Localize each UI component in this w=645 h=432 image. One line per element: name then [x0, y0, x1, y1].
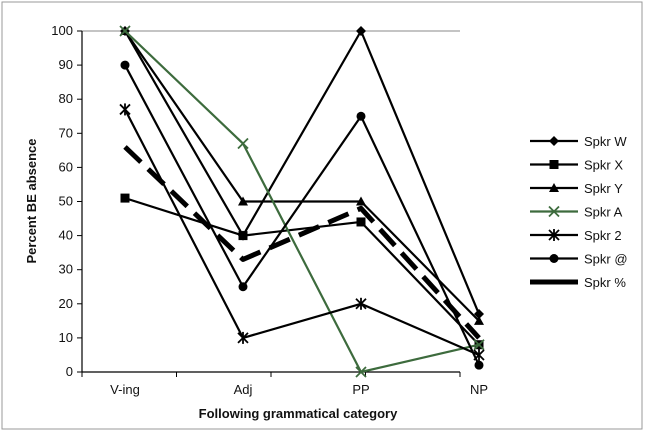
x-tick-label: NP — [470, 382, 488, 397]
series-layer — [119, 25, 485, 378]
data-point — [356, 196, 366, 206]
y-tick-label: 60 — [59, 159, 73, 174]
data-point — [474, 309, 484, 320]
data-point — [356, 217, 366, 227]
legend-label: Spkr 2 — [584, 228, 622, 243]
data-point — [120, 193, 130, 203]
data-point — [119, 25, 131, 37]
y-tick-label: 70 — [59, 125, 73, 140]
legend-marker — [549, 136, 559, 146]
y-tick-label: 80 — [59, 91, 73, 106]
legend-label: Spkr X — [584, 158, 623, 173]
legend-item: Spkr 2 — [530, 228, 622, 243]
x-tick-label: V-ing — [110, 382, 140, 397]
data-point — [474, 360, 484, 370]
data-point — [356, 111, 366, 121]
series-4 — [119, 25, 485, 378]
series-line — [124, 197, 480, 346]
y-tick-label: 30 — [59, 262, 73, 277]
y-tick-label: 40 — [59, 228, 73, 243]
legend-item: Spkr W — [530, 134, 627, 149]
y-tick-label: 10 — [59, 330, 73, 345]
series-7 — [123, 145, 481, 340]
series-line — [124, 29, 481, 315]
legend-marker — [548, 205, 560, 218]
series-line — [124, 64, 480, 366]
x-tick-label: PP — [352, 382, 369, 397]
data-point — [473, 339, 485, 351]
data-point — [238, 282, 248, 292]
data-point — [237, 137, 249, 150]
y-tick-label: 100 — [51, 23, 73, 38]
legend-marker — [549, 183, 559, 192]
data-point — [238, 196, 248, 206]
y-tick-label: 90 — [59, 57, 73, 72]
legend-item: Spkr X — [530, 158, 623, 173]
legend-label: Spkr A — [584, 205, 623, 220]
data-point — [356, 26, 366, 36]
y-tick-label: 0 — [66, 364, 73, 379]
data-point — [238, 231, 248, 241]
legend-marker — [549, 160, 559, 169]
legend-label: Spkr @ — [584, 252, 628, 267]
legend-label: Spkr Y — [584, 181, 623, 196]
data-point — [474, 315, 484, 325]
y-axis-label: Percent BE absence — [24, 138, 39, 263]
series-line — [124, 30, 480, 374]
legend-marker — [548, 229, 560, 241]
data-point — [355, 366, 367, 378]
legend-item: Spkr % — [530, 275, 626, 290]
legend: Spkr W Spkr X Spkr Y Spkr A Spkr 2 Spkr @ Spkr… — [530, 134, 628, 290]
legend-marker — [549, 254, 559, 263]
series-5 — [119, 103, 485, 361]
data-point — [120, 60, 130, 70]
legend-item: Spkr Y — [530, 181, 623, 196]
series-6 — [120, 60, 484, 370]
data-point — [237, 331, 249, 344]
legend-item: Spkr @ — [530, 252, 628, 267]
series-line — [123, 145, 481, 340]
y-tick-label: 20 — [59, 296, 73, 311]
x-tick-label: Adj — [234, 382, 253, 397]
y-axis: 0 10 20 30 40 50 60 70 80 90 100 — [51, 23, 83, 379]
legend-label: Spkr % — [584, 275, 626, 290]
series-1 — [120, 26, 484, 320]
series-line — [124, 108, 480, 356]
y-tick-label: 50 — [59, 194, 73, 209]
x-axis-label: Following grammatical category — [199, 406, 398, 421]
data-point — [355, 297, 367, 310]
data-point — [119, 103, 131, 116]
x-axis: V-ing Adj PP NP — [81, 371, 488, 397]
legend-item: Spkr A — [530, 205, 623, 220]
legend-label: Spkr W — [584, 134, 627, 149]
